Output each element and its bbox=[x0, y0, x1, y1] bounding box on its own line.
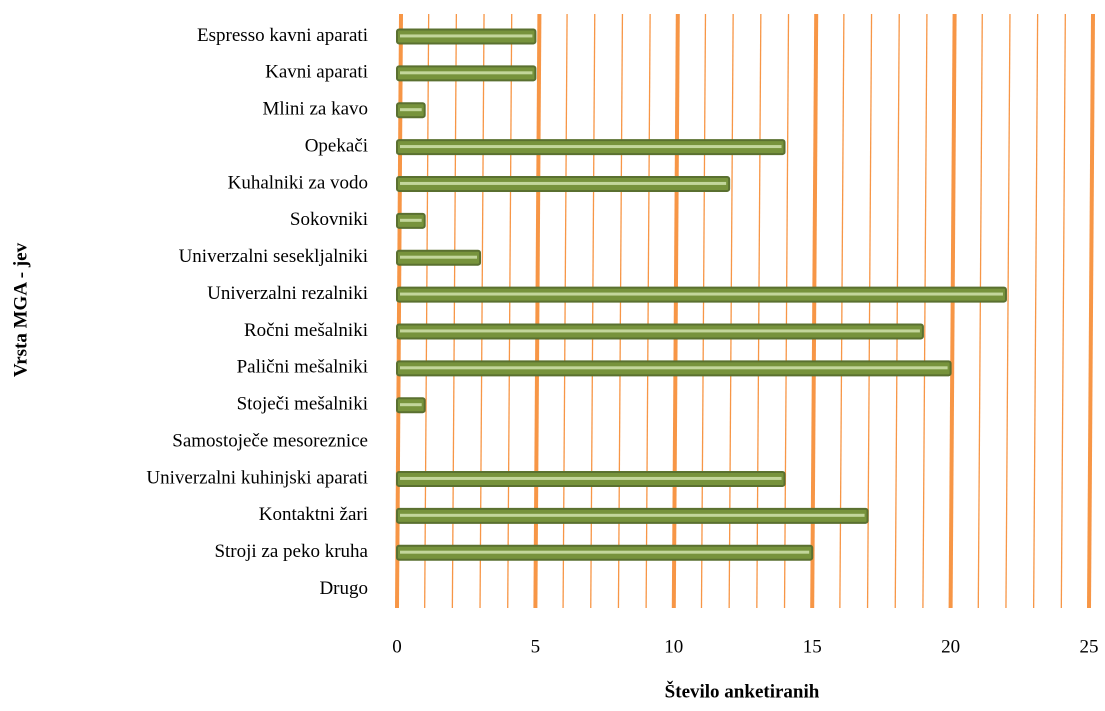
y-tick-label: Espresso kavni aparati bbox=[197, 25, 368, 46]
bar-highlight bbox=[400, 34, 533, 38]
bar-highlight bbox=[400, 292, 1003, 296]
y-tick-label: Univerzalni rezalniki bbox=[207, 283, 368, 304]
bar bbox=[396, 65, 537, 82]
bar bbox=[396, 139, 786, 156]
bar-highlight bbox=[400, 108, 422, 112]
minor-grid-line bbox=[922, 13, 928, 609]
y-tick-label: Palični mešalniki bbox=[237, 357, 368, 378]
bar bbox=[396, 470, 786, 487]
minor-grid-line bbox=[1005, 13, 1011, 609]
x-tick-label: 25 bbox=[1080, 636, 1099, 657]
x-axis-title: Število anketiranih bbox=[665, 680, 820, 702]
y-tick-label: Univerzalni sesekljalniki bbox=[179, 246, 368, 267]
bar-highlight bbox=[400, 145, 782, 149]
minor-grid-line bbox=[1032, 13, 1039, 609]
bar bbox=[396, 397, 426, 414]
y-axis-title: Vrsta MGA - jev bbox=[10, 242, 31, 377]
bar bbox=[396, 175, 731, 192]
y-tick-label: Ročni mešalniki bbox=[244, 320, 368, 341]
bar bbox=[396, 323, 924, 340]
bar bbox=[396, 360, 952, 377]
bar bbox=[396, 102, 426, 119]
y-tick-label: Kavni aparati bbox=[265, 62, 368, 83]
bar-highlight bbox=[400, 366, 948, 370]
x-tick-label: 15 bbox=[803, 636, 822, 657]
y-tick-label: Stoječi mešalniki bbox=[237, 394, 368, 415]
bar-highlight bbox=[400, 403, 422, 407]
bar bbox=[396, 28, 537, 45]
grid-line bbox=[948, 13, 957, 609]
bar bbox=[396, 249, 482, 266]
minor-grid-line bbox=[866, 13, 873, 609]
bar-highlight bbox=[400, 181, 727, 185]
bar-highlight bbox=[400, 476, 782, 480]
y-tick-label: Samostoječe mesoreznice bbox=[172, 430, 368, 451]
minor-grid-line bbox=[977, 13, 983, 609]
y-tick-label: Kuhalniki za vodo bbox=[228, 172, 368, 193]
y-tick-label: Univerzalni kuhinjski aparati bbox=[146, 467, 368, 488]
bar bbox=[396, 286, 1007, 303]
bar bbox=[396, 212, 426, 229]
x-tick-label: 10 bbox=[664, 636, 683, 657]
y-tick-label: Opekači bbox=[305, 135, 368, 156]
minor-grid-line bbox=[1060, 13, 1066, 609]
bar-highlight bbox=[400, 550, 810, 554]
bar bbox=[396, 544, 814, 561]
bar-highlight bbox=[400, 329, 920, 333]
x-tick-label: 5 bbox=[531, 636, 541, 657]
y-tick-label: Stroji za peko kruha bbox=[214, 541, 368, 562]
bar bbox=[396, 507, 869, 524]
y-tick-label: Kontaktni žari bbox=[259, 504, 368, 525]
x-tick-label: 0 bbox=[392, 636, 402, 657]
bar-highlight bbox=[400, 218, 422, 222]
y-tick-label: Drugo bbox=[319, 578, 368, 599]
bar-highlight bbox=[400, 255, 478, 259]
x-tick-label: 20 bbox=[941, 636, 960, 657]
y-tick-label: Sokovniki bbox=[290, 209, 368, 230]
bar-highlight bbox=[400, 71, 533, 75]
y-tick-label: Mlini za kavo bbox=[262, 99, 368, 120]
minor-grid-line bbox=[894, 13, 900, 609]
bar-highlight bbox=[400, 513, 865, 517]
grid-line bbox=[1087, 13, 1095, 609]
